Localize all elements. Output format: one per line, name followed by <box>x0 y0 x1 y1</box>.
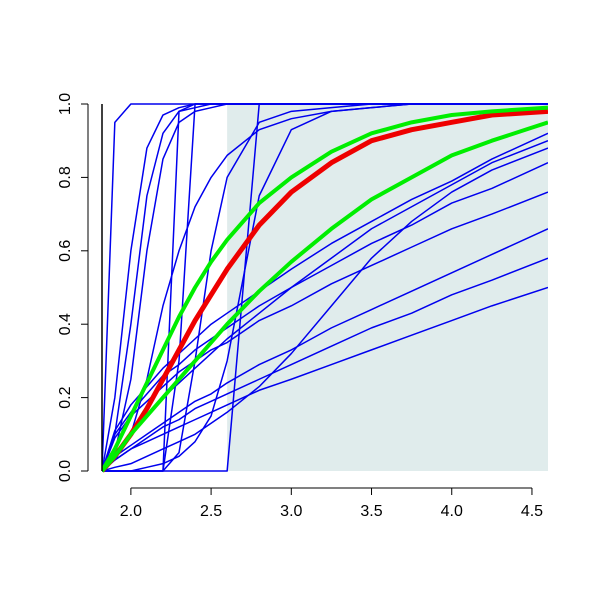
curve <box>102 108 548 473</box>
curve <box>102 162 548 472</box>
x-tick-label: 2.5 <box>200 503 222 520</box>
curve <box>102 257 548 472</box>
plot-area <box>102 103 548 473</box>
y-tick-label: 0.2 <box>57 386 74 408</box>
curve <box>102 147 548 472</box>
x-tick-label: 4.0 <box>441 503 463 520</box>
y-tick-label: 0.6 <box>57 240 74 262</box>
curve <box>102 120 548 473</box>
curve <box>102 105 548 473</box>
y-tick-label: 0.0 <box>57 460 74 482</box>
curve <box>102 228 548 472</box>
x-tick-label: 3.5 <box>360 503 382 520</box>
y-tick-label: 0.4 <box>57 313 74 335</box>
curve <box>102 191 548 472</box>
x-tick-label: 4.5 <box>521 503 543 520</box>
x-tick-label: 2.0 <box>120 503 142 520</box>
curve <box>102 286 548 472</box>
y-tick-label: 1.0 <box>57 93 74 115</box>
shaded-region <box>227 104 548 471</box>
x-tick-label: 3.0 <box>280 503 302 520</box>
y-tick-label: 0.8 <box>57 166 74 188</box>
